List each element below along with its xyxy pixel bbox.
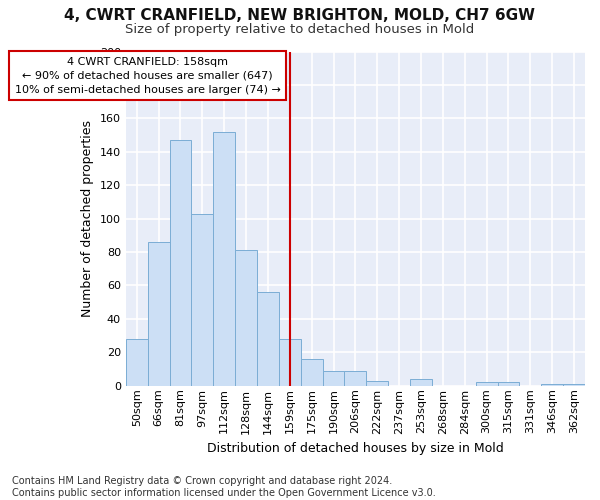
- Bar: [323, 370, 344, 386]
- Bar: [367, 380, 388, 386]
- X-axis label: Distribution of detached houses by size in Mold: Distribution of detached houses by size …: [207, 442, 504, 455]
- Bar: [235, 250, 257, 386]
- Bar: [279, 339, 301, 386]
- Bar: [541, 384, 563, 386]
- Bar: [191, 214, 213, 386]
- Bar: [497, 382, 520, 386]
- Bar: [476, 382, 497, 386]
- Text: Size of property relative to detached houses in Mold: Size of property relative to detached ho…: [125, 22, 475, 36]
- Bar: [344, 370, 367, 386]
- Text: 4 CWRT CRANFIELD: 158sqm
← 90% of detached houses are smaller (647)
10% of semi-: 4 CWRT CRANFIELD: 158sqm ← 90% of detach…: [15, 56, 281, 94]
- Bar: [257, 292, 279, 386]
- Bar: [410, 379, 432, 386]
- Text: Contains HM Land Registry data © Crown copyright and database right 2024.
Contai: Contains HM Land Registry data © Crown c…: [12, 476, 436, 498]
- Y-axis label: Number of detached properties: Number of detached properties: [81, 120, 94, 317]
- Bar: [170, 140, 191, 386]
- Bar: [563, 384, 585, 386]
- Bar: [126, 339, 148, 386]
- Text: 4, CWRT CRANFIELD, NEW BRIGHTON, MOLD, CH7 6GW: 4, CWRT CRANFIELD, NEW BRIGHTON, MOLD, C…: [65, 8, 536, 22]
- Bar: [148, 242, 170, 386]
- Bar: [213, 132, 235, 386]
- Bar: [301, 359, 323, 386]
